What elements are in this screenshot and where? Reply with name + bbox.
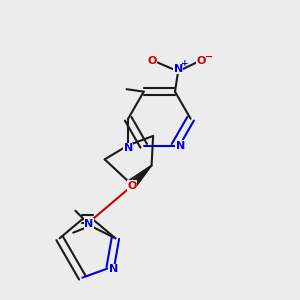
Text: O: O	[148, 56, 157, 66]
Text: −: −	[205, 51, 213, 62]
Text: N: N	[84, 219, 94, 229]
Polygon shape	[131, 166, 152, 187]
Text: N: N	[176, 141, 185, 151]
Text: N: N	[124, 143, 133, 153]
Text: +: +	[181, 59, 189, 68]
Text: N: N	[109, 264, 118, 274]
Text: O: O	[196, 56, 206, 66]
Text: O: O	[127, 181, 136, 191]
Text: N: N	[173, 64, 183, 74]
